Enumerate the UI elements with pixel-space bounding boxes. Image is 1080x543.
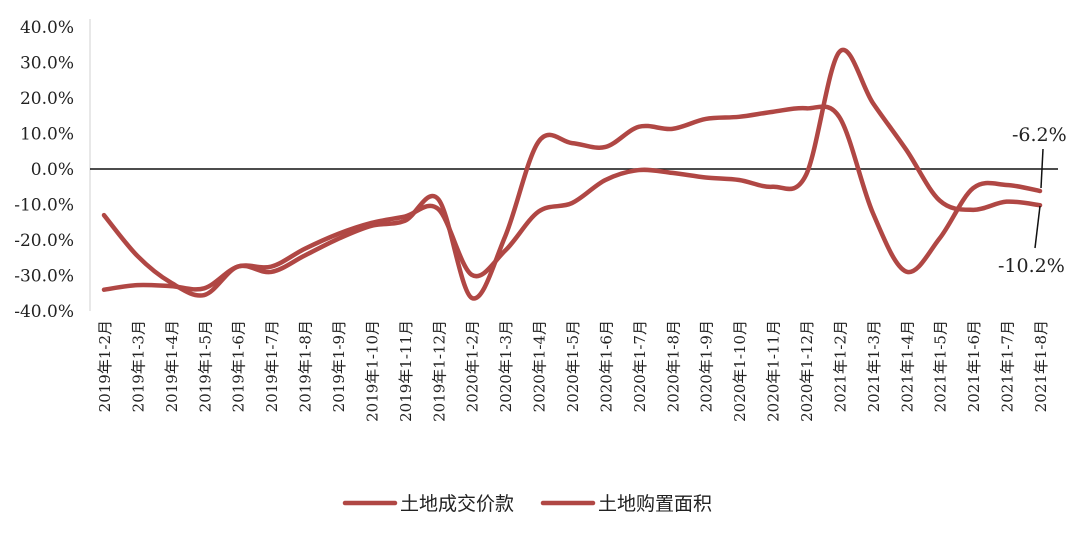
- x-tick-label: 2020年1-6月: [597, 320, 615, 412]
- series-lines: [101, 47, 1043, 301]
- x-tick-label: 2020年1-3月: [497, 320, 515, 412]
- y-tick-label: 40.0%: [20, 18, 74, 38]
- x-tick-label: 2021年1-4月: [898, 320, 916, 412]
- legend: 土地成交价款 土地购置面积: [342, 493, 712, 515]
- y-axis: 40.0% 30.0% 20.0% 10.0% 0.0% -10.0% -20.0% -30.…: [14, 18, 1058, 322]
- series-line-1: [101, 104, 1043, 301]
- x-tick-label: 2020年1-2月: [464, 320, 482, 412]
- x-tick-label: 2021年1-5月: [932, 320, 950, 412]
- x-tick-label: 2020年1-9月: [698, 320, 716, 412]
- x-tick-label: 2019年1-12月: [430, 320, 448, 422]
- annotation-last-value-1: -6.2%: [1012, 124, 1067, 146]
- y-tick-label: 10.0%: [20, 125, 74, 145]
- x-tick-label: 2021年1-2月: [831, 320, 849, 412]
- legend-label: 土地成交价款: [400, 493, 514, 515]
- x-tick-label: 2020年1-7月: [631, 320, 649, 412]
- annotation-leader-1: [1040, 148, 1044, 189]
- x-tick-label: 2019年1-3月: [129, 320, 147, 412]
- x-axis: 2019年1-2月 2019年1-3月 2019年1-4月 2019年1-5月 2019…: [96, 320, 1050, 422]
- x-tick-label: 2021年1-6月: [965, 320, 983, 412]
- x-tick-label: 2020年1-5月: [564, 320, 582, 412]
- y-tick-label: -30.0%: [14, 267, 74, 287]
- x-tick-label: 2021年1-3月: [865, 320, 883, 412]
- annotations: -6.2% -10.2%: [998, 124, 1067, 277]
- x-tick-label: 2021年1-8月: [1032, 320, 1050, 412]
- x-tick-label: 2019年1-8月: [297, 320, 315, 412]
- x-tick-label: 2019年1-2月: [96, 320, 114, 412]
- x-tick-label: 2019年1-7月: [263, 320, 281, 412]
- x-tick-label: 2019年1-5月: [196, 320, 214, 412]
- y-tick-label: -20.0%: [14, 231, 74, 251]
- x-tick-label: 2019年1-6月: [230, 320, 248, 412]
- x-tick-label: 2020年1-12月: [798, 320, 816, 422]
- y-tick-label: -40.0%: [14, 302, 74, 322]
- x-tick-label: 2020年1-10月: [731, 320, 749, 422]
- y-tick-label: 0.0%: [31, 160, 74, 180]
- y-tick-label: 30.0%: [20, 54, 74, 74]
- x-tick-label: 2020年1-8月: [664, 320, 682, 412]
- series-line-2: [101, 47, 1043, 292]
- x-tick-label: 2020年1-4月: [531, 320, 549, 412]
- x-tick-label: 2020年1-11月: [765, 320, 783, 422]
- annotation-last-value-2: -10.2%: [998, 255, 1065, 277]
- x-tick-label: 2021年1-7月: [999, 320, 1017, 412]
- x-tick-label: 2019年1-4月: [163, 320, 181, 412]
- legend-label: 土地购置面积: [598, 493, 712, 515]
- x-tick-label: 2019年1-9月: [330, 320, 348, 412]
- annotation-leader-2: [1034, 205, 1041, 249]
- y-tick-label: 20.0%: [20, 89, 74, 109]
- x-tick-label: 2019年1-11月: [397, 320, 415, 422]
- x-tick-label: 2019年1-10月: [363, 320, 381, 422]
- y-tick-label: -10.0%: [14, 196, 74, 216]
